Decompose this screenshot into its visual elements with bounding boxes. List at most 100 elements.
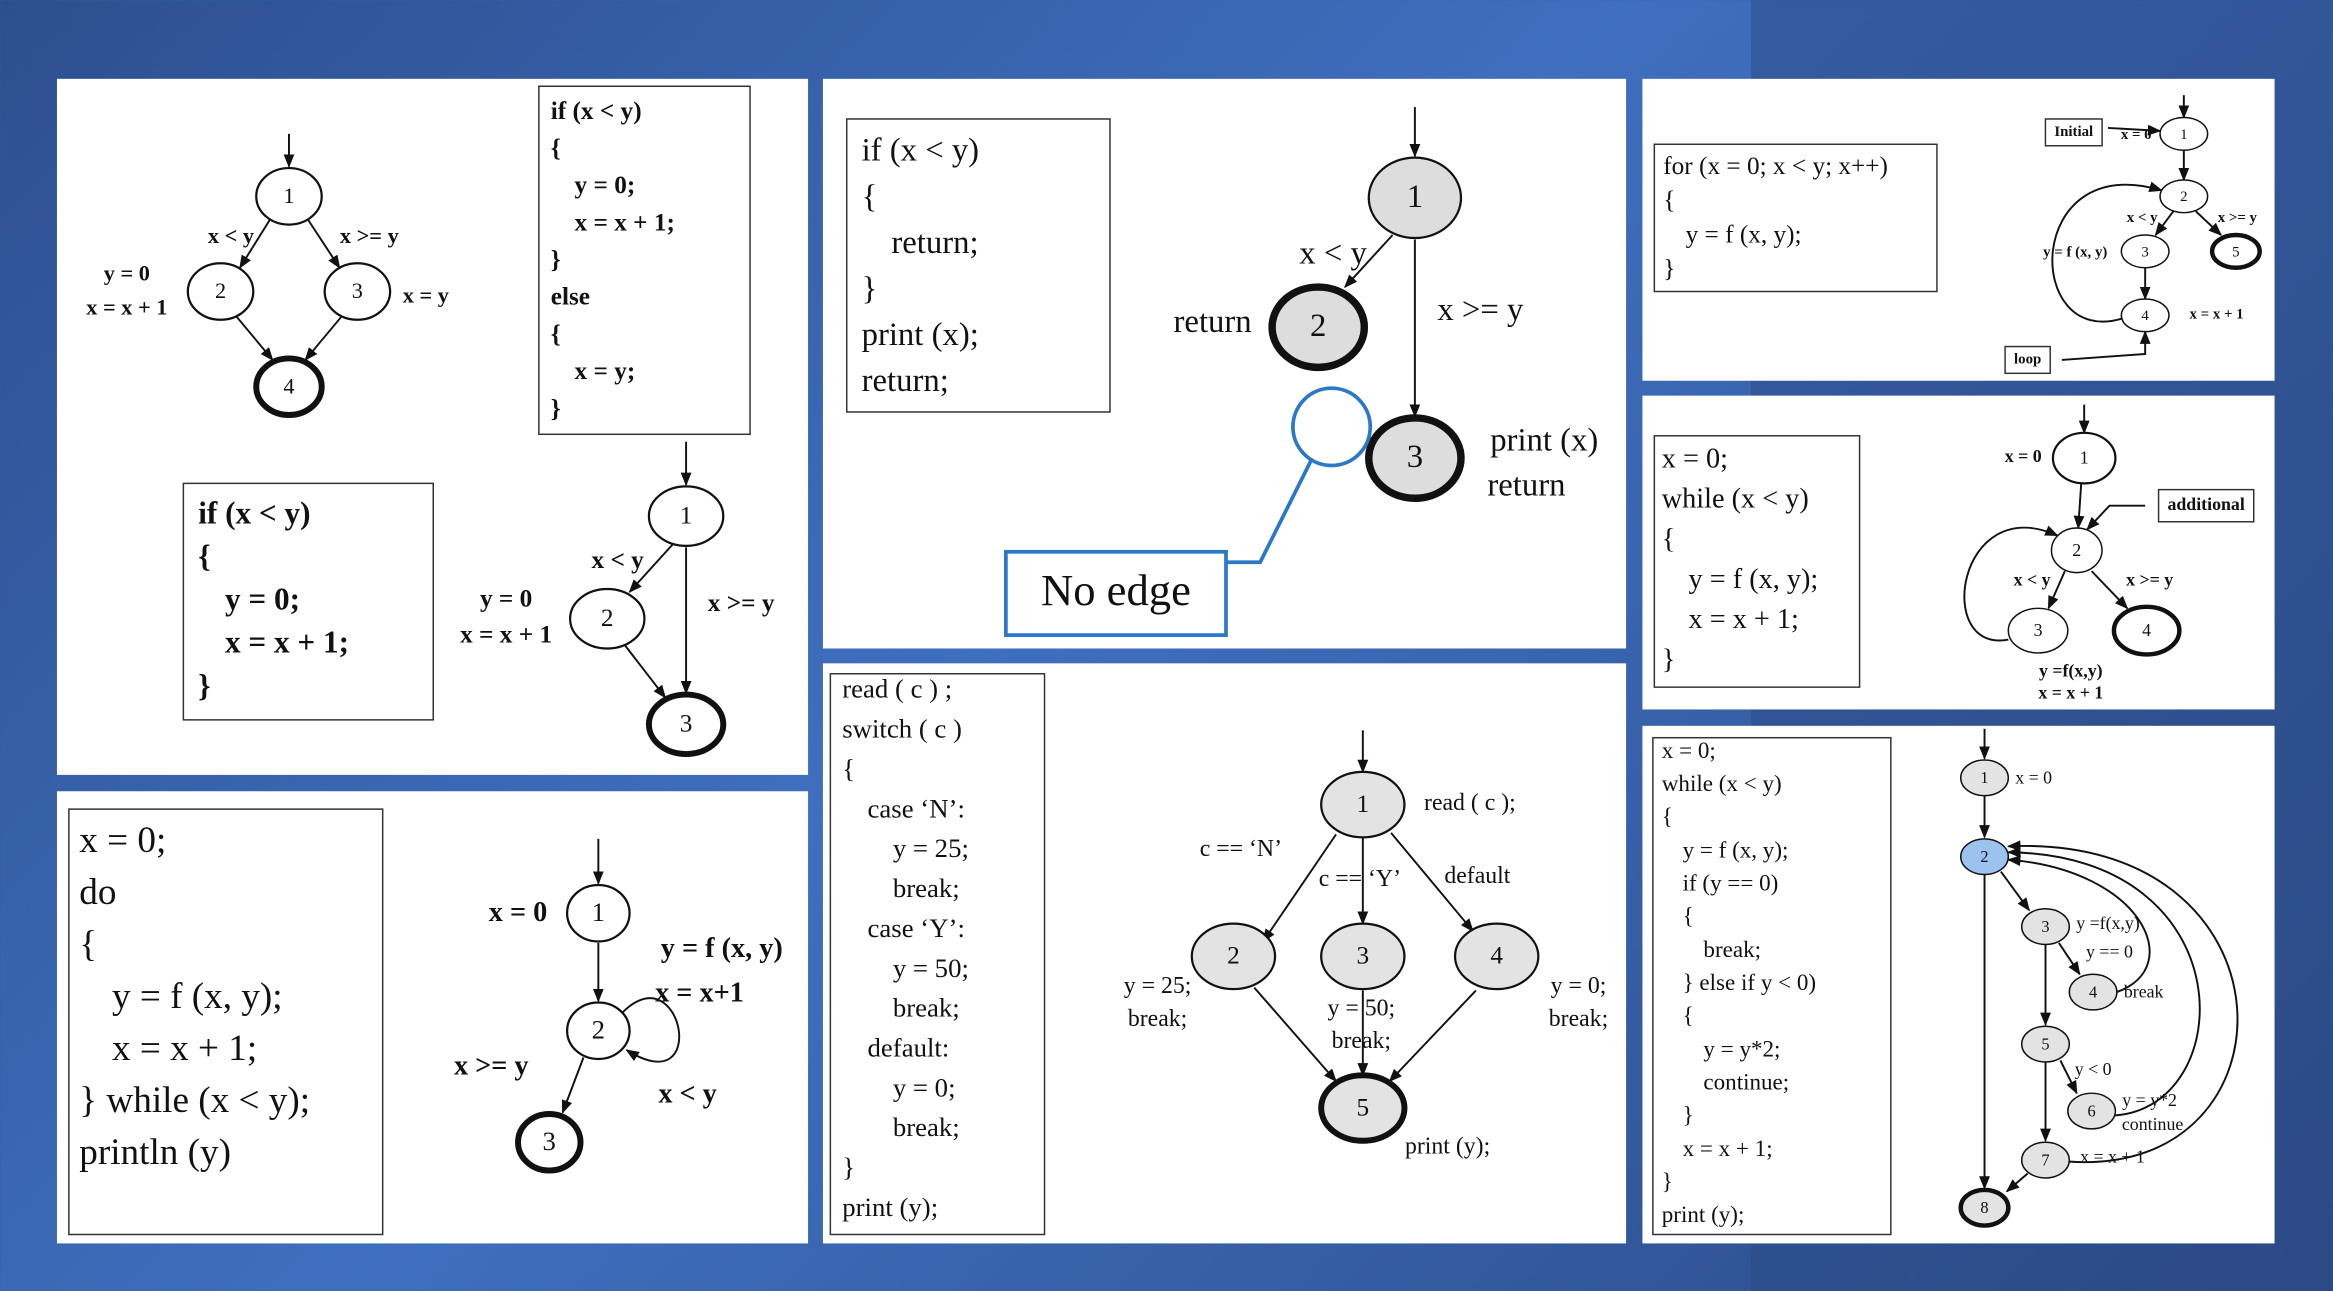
code-line: continue; xyxy=(1703,1069,1789,1095)
code-line: case ‘N’: xyxy=(868,793,965,823)
node-label: 2 xyxy=(2180,189,2187,205)
code-line: y = 0; xyxy=(225,582,300,617)
code-line: { xyxy=(1683,903,1694,929)
node-label: 2 xyxy=(1310,308,1326,344)
node xyxy=(253,355,325,418)
edge-label: y =f(x,y) xyxy=(2039,660,2103,681)
node-label: 7 xyxy=(2041,1150,2049,1169)
node-label: 3 xyxy=(1407,439,1423,475)
edge xyxy=(2086,504,2146,531)
edge-label: x = x + 1 xyxy=(2038,683,2103,703)
node xyxy=(2209,232,2262,270)
code-line: print (x); xyxy=(862,317,979,353)
node xyxy=(1190,922,1277,991)
edge-label: x = x + 1 xyxy=(460,620,552,648)
code-line: { xyxy=(1683,1002,1694,1028)
code-line: for (x = 0; x < y; x++) xyxy=(1663,152,1888,180)
edge-label: x >= y xyxy=(2126,570,2173,590)
code-line: break; xyxy=(893,1112,960,1142)
code-box xyxy=(538,85,751,436)
code-line: } xyxy=(1663,254,1675,282)
code-line: default: xyxy=(868,1032,950,1062)
edge-label: x < y xyxy=(592,546,645,574)
code-line: { xyxy=(842,753,855,783)
code-line: do xyxy=(79,872,116,913)
edge-label: x = x + 1 xyxy=(2190,307,2244,323)
node xyxy=(568,587,646,650)
node xyxy=(1959,838,2010,876)
edge-label: return xyxy=(1174,304,1252,340)
code-line: read ( c ) ; xyxy=(842,674,952,704)
edge-label: continue xyxy=(2122,1114,2183,1134)
edge-label: x = x + 1 xyxy=(86,294,167,319)
node xyxy=(515,1111,584,1174)
diagram: x = 0; do {y = f (x, y); x = x + 1;} while … xyxy=(68,808,783,1236)
code-line: { xyxy=(79,924,97,965)
node-label: 2 xyxy=(592,1014,605,1044)
edge-label: y = y*2 xyxy=(2122,1090,2177,1110)
code-line: else xyxy=(551,283,590,311)
diagram: if (x < y) {y = 0; x = x + 1;} 1 2 3 x < y x >=… xyxy=(182,441,775,758)
edge xyxy=(1390,832,1474,933)
node-label: 4 xyxy=(2089,982,2097,1001)
edge xyxy=(304,314,344,361)
edge-label: c == ‘Y’ xyxy=(1319,866,1401,892)
edge xyxy=(234,314,274,361)
code-line: } xyxy=(198,668,210,703)
code-line: { xyxy=(1662,803,1673,829)
node xyxy=(2020,1025,2071,1063)
code-line: x = x + 1; xyxy=(575,208,675,236)
code-line: } xyxy=(1683,1102,1694,1128)
code-line: } xyxy=(551,246,561,274)
node xyxy=(2020,908,2071,946)
code-line: x = 0; xyxy=(79,820,166,861)
edge-label: y = f (x, y) xyxy=(661,933,783,964)
node-label: 1 xyxy=(283,183,294,208)
edge xyxy=(2051,181,2163,323)
edge xyxy=(2006,846,2201,1117)
edge xyxy=(621,997,681,1063)
edge-label: x = 0 xyxy=(2015,767,2052,787)
code-line: } xyxy=(1662,644,1676,675)
code-line: x = x + 1; xyxy=(1683,1135,1773,1161)
edge xyxy=(2006,855,2151,993)
edge xyxy=(307,219,341,269)
edge-label: y = 0 xyxy=(480,585,532,613)
node xyxy=(2067,1092,2117,1130)
code-line: x = x + 1; xyxy=(225,625,349,660)
edge-label: break; xyxy=(1549,1006,1608,1032)
code-box xyxy=(182,482,434,721)
edge xyxy=(628,543,674,593)
code-line: } xyxy=(842,1152,855,1182)
code-line: break; xyxy=(893,993,960,1023)
edge-label: x = 0 xyxy=(2121,127,2152,143)
node xyxy=(645,691,727,758)
node-label: 5 xyxy=(1357,1093,1370,1121)
code-line: x = x + 1; xyxy=(1689,604,1799,635)
edge-label: c == ‘N’ xyxy=(1200,836,1282,862)
diagram: x = 0; while (x < y) {y = f (x, y); x = x +… xyxy=(1653,404,2255,703)
edge-label: x = x + 1 xyxy=(2080,1147,2145,1167)
node xyxy=(2120,298,2170,333)
node xyxy=(1320,922,1406,991)
code-line: if (x < y) xyxy=(862,133,980,169)
node xyxy=(255,166,323,226)
code-line: { xyxy=(1662,524,1676,555)
code-line: y = 50; xyxy=(893,953,969,983)
node-label: 2 xyxy=(1227,942,1240,970)
edge xyxy=(2058,942,2081,976)
edge-label: x = x+1 xyxy=(655,978,744,1009)
code-line: { xyxy=(551,320,561,348)
code-line: print (y); xyxy=(1662,1201,1745,1227)
code-line: x = 0; xyxy=(1662,444,1728,475)
edge-label: y =f(x,y) xyxy=(2076,913,2140,934)
edge xyxy=(2090,570,2129,610)
code-line: } xyxy=(862,271,878,307)
edge-label: x = y xyxy=(403,283,449,308)
edge-label: loop xyxy=(2014,351,2041,367)
node xyxy=(1367,156,1463,240)
diagram: for (x = 0; x < y; x++) {y = f (x, y);} 1 2… xyxy=(1653,95,2262,375)
edge xyxy=(1262,833,1337,943)
code-line: if (x < y) xyxy=(198,495,310,530)
code-line: y = y*2; xyxy=(1703,1035,1780,1061)
